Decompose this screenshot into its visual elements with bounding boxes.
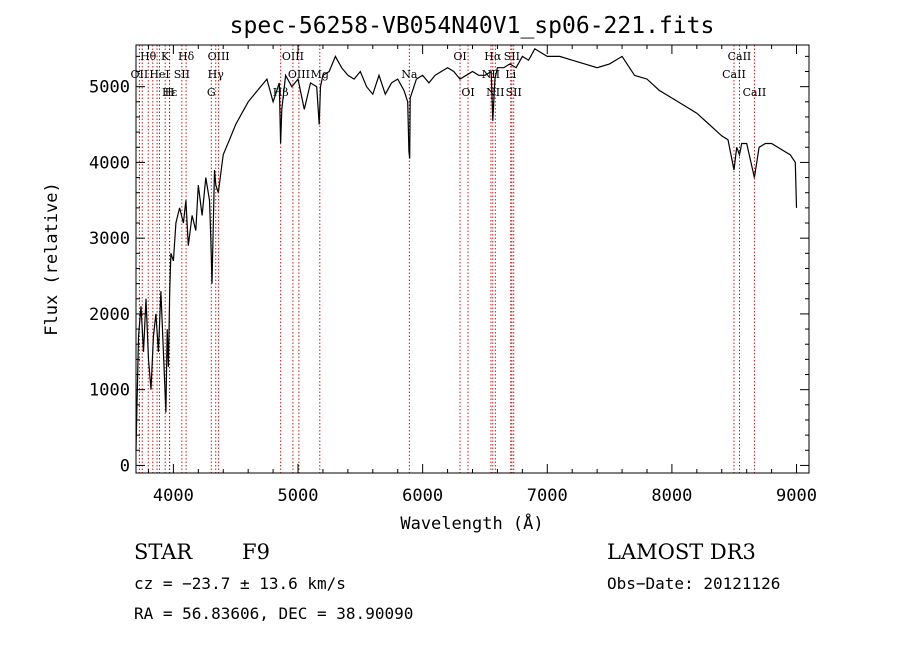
line-marker-label: Na (401, 68, 418, 81)
spectrum-series-line (135, 47, 798, 451)
line-marker-label: CaII (722, 68, 746, 81)
line-marker-label: OIII (208, 50, 230, 63)
x-tick-label: 6000 (402, 486, 443, 506)
x-tick-label: 4000 (153, 486, 194, 506)
survey-name: LAMOST DR3 (607, 540, 756, 564)
line-marker-label: OI (453, 50, 466, 63)
line-marker-label: K (161, 50, 170, 63)
x-tick-label: 7000 (527, 486, 568, 506)
x-axis-ticks: 4000 5000 6000 7000 8000 9000 (147, 45, 817, 506)
chart-title: spec-56258-VB054N40V1_sp06-221.fits (230, 13, 715, 39)
line-markers (138, 45, 755, 473)
x-tick-label: 9000 (776, 486, 817, 506)
subclass: F9 (242, 540, 270, 564)
line-marker-label: Mg (311, 68, 329, 81)
line-marker-label: Li (505, 68, 516, 81)
x-tick-label: 8000 (651, 486, 692, 506)
line-marker-label: OIII (288, 68, 310, 81)
line-marker-label: Hα (484, 50, 502, 63)
y-axis-ticks: 0 1000 2000 3000 4000 5000 (89, 55, 809, 476)
y-tick-label: 0 (120, 456, 130, 476)
line-marker-label: H (165, 86, 175, 99)
y-tick-label: 1000 (89, 381, 130, 401)
line-marker-label: OII (131, 68, 149, 81)
line-marker-label: HeI (149, 68, 169, 81)
line-marker-label: OIII (282, 50, 304, 63)
y-tick-label: 4000 (89, 153, 130, 173)
line-marker-label: Hε (162, 86, 178, 99)
coordinates: RA = 56.83606, DEC = 38.90090 (134, 604, 413, 623)
plot-frame (135, 44, 810, 474)
y-tick-label: 2000 (89, 305, 130, 325)
line-marker-label: G (207, 86, 216, 99)
line-marker-label: SII (174, 68, 190, 81)
redshift-cz: cz = −23.7 ± 13.6 km/s (134, 574, 346, 593)
line-marker-label: SII (506, 86, 522, 99)
line-marker-label: Hδ (178, 50, 195, 63)
line-marker-label: CaII (728, 50, 752, 63)
line-marker-label: SII (504, 50, 520, 63)
line-marker-label: Hθ (140, 50, 157, 63)
object-class: STAR (134, 540, 193, 564)
y-tick-label: 3000 (89, 229, 130, 249)
x-axis-label: Wavelength (Å) (400, 512, 543, 534)
y-axis-label: Flux (relative) (42, 182, 62, 336)
line-marker-label: OI (461, 86, 474, 99)
x-tick-label: 5000 (278, 486, 319, 506)
line-marker-label: Hγ (208, 68, 225, 81)
obs-date: Obs−Date: 20121126 (607, 574, 780, 593)
line-marker-label: NII (486, 86, 504, 99)
line-marker-label: CaII (743, 86, 767, 99)
y-tick-label: 5000 (89, 78, 130, 98)
